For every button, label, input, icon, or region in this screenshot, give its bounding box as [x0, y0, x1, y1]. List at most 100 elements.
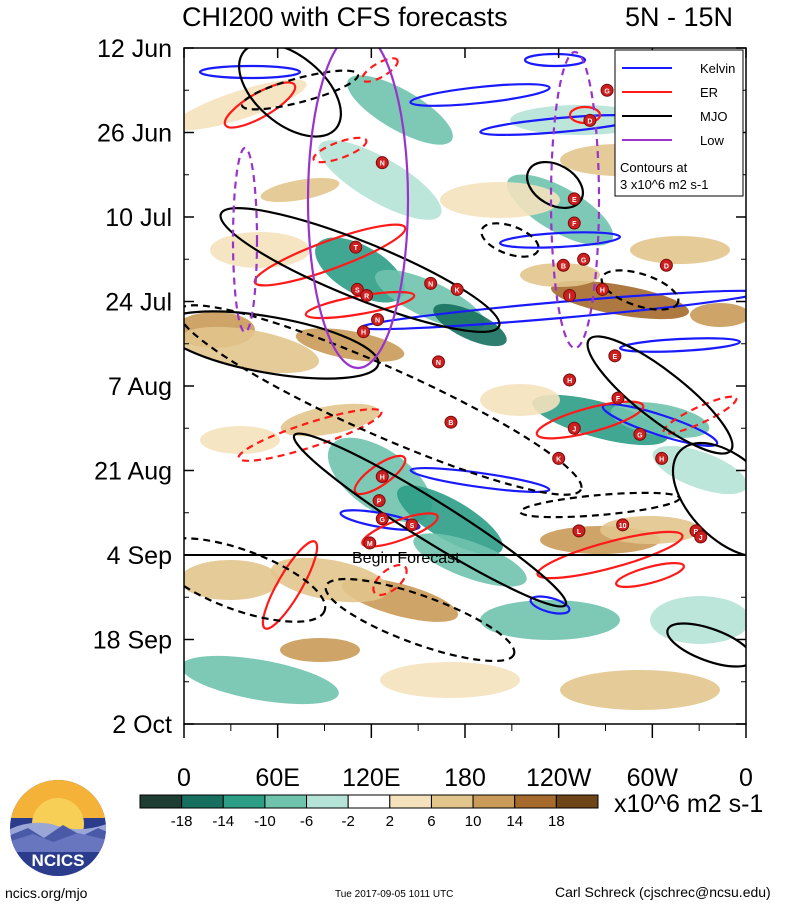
er-contour [372, 563, 408, 597]
storm-marker: N [424, 276, 438, 290]
y-tick-label: 21 Aug [94, 458, 172, 486]
storm-marker: D [583, 113, 597, 127]
storm-letter: 10 [619, 523, 627, 530]
mjo-contour [184, 304, 583, 496]
storm-letter: H [361, 330, 366, 337]
storm-marker: G [375, 512, 389, 526]
storm-marker: K [450, 282, 464, 296]
legend-label: MJO [700, 109, 727, 124]
shading-blob [318, 140, 442, 220]
storm-marker: H [595, 282, 609, 296]
y-tick-label: 26 Jun [97, 120, 172, 148]
storm-letter: H [600, 287, 605, 294]
storm-icon [431, 355, 445, 369]
colorbar-cell [264, 794, 308, 809]
storm-letter: G [380, 517, 386, 524]
storm-letter: J [699, 535, 703, 542]
storm-marker: N [371, 313, 385, 327]
storm-marker: G [600, 83, 614, 97]
y-tick-label: 2 Oct [112, 711, 172, 739]
colorbar-cell [555, 794, 599, 809]
storm-letter: E [572, 197, 577, 204]
chart-title: CHI200 with CFS forecasts [182, 2, 508, 32]
storm-marker: G [577, 252, 591, 266]
mjo-contour [238, 48, 342, 138]
storm-letter: P [377, 499, 382, 506]
shading-blob [184, 655, 339, 705]
storm-icon [616, 518, 630, 532]
shading-blob [520, 263, 600, 287]
storm-marker: S [405, 518, 419, 532]
storm-marker: N [375, 156, 389, 170]
storm-icon [444, 415, 458, 429]
storm-icon [375, 512, 389, 526]
colorbar-cell [514, 794, 557, 809]
mjo-contour [480, 222, 540, 258]
storm-icon [611, 391, 625, 405]
storm-marker: H [655, 451, 669, 465]
storm-letter: D [587, 118, 592, 125]
storm-marker: E [567, 192, 581, 206]
storm-icon [405, 518, 419, 532]
y-tick-label: 4 Sep [107, 542, 172, 570]
kelvin-contour [498, 231, 622, 249]
kelvin-contour [409, 83, 551, 107]
storm-letter: G [604, 88, 610, 95]
x-tick-label: 60W [627, 764, 679, 792]
storm-icon [567, 192, 581, 206]
legend-label: ER [700, 85, 718, 100]
storm-icon [349, 240, 363, 254]
storm-letter: H [380, 475, 385, 482]
colorbar-cell [430, 794, 474, 809]
storm-letter: H [659, 456, 664, 463]
storm-marker: J [567, 421, 581, 435]
shading-blob [630, 236, 730, 264]
storm-letter: B [694, 529, 699, 536]
colorbar-label: -18 [171, 813, 193, 830]
storm-marker: H [375, 470, 389, 484]
storm-icon [694, 530, 708, 544]
storm-marker: 10 [616, 518, 630, 532]
y-tick-label: 10 Jul [105, 204, 172, 232]
storm-letter: K [455, 287, 460, 294]
y-axis: 12 Jun 26 Jun 10 Jul 24 Jul 7 Aug 21 Aug 4 Sep… [93, 35, 746, 739]
shading-blob [280, 638, 360, 662]
logo-text: NCICS [32, 851, 85, 870]
storm-icon [350, 282, 364, 296]
storm-marker: S [350, 282, 364, 296]
storm-letter: S [355, 287, 360, 294]
mjo-contour [184, 537, 327, 623]
mjo-contour [324, 577, 516, 663]
storm-icon [563, 373, 577, 387]
storm-letter: B [448, 420, 453, 427]
y-tick-label: 7 Aug [108, 373, 172, 401]
storm-marker: F [567, 216, 581, 230]
legend-note: 3 x10^6 m2 s-1 [620, 177, 708, 192]
storm-icon [608, 349, 622, 363]
er-contour [662, 395, 738, 435]
er-contour [312, 136, 368, 164]
storm-icon [567, 216, 581, 230]
er-contour [237, 408, 383, 462]
shading-blob [184, 560, 280, 600]
x-tick-label: 180 [444, 764, 486, 792]
mjo-contour [184, 310, 380, 380]
storm-icon [372, 494, 386, 508]
storm-icon [556, 258, 570, 272]
colorbar-cell [181, 794, 224, 809]
storm-icon [375, 470, 389, 484]
colorbar-label: -14 [212, 813, 234, 830]
forecast-start-label: Begin Forecast [352, 550, 460, 567]
wave-contours [184, 48, 746, 668]
shading-blob [397, 485, 503, 555]
storm-marker: I [563, 288, 577, 302]
y-tick-label: 18 Sep [93, 627, 172, 655]
shading-blob [650, 596, 746, 644]
storm-letter: G [637, 432, 643, 439]
y-tick-label: 12 Jun [97, 35, 172, 63]
low-contour [231, 146, 259, 334]
shading-blob [480, 384, 560, 416]
footer-author: Carl Schreck (cjschrec@ncsu.edu) [555, 884, 771, 900]
storm-marker: B [444, 415, 458, 429]
storm-icon [595, 282, 609, 296]
